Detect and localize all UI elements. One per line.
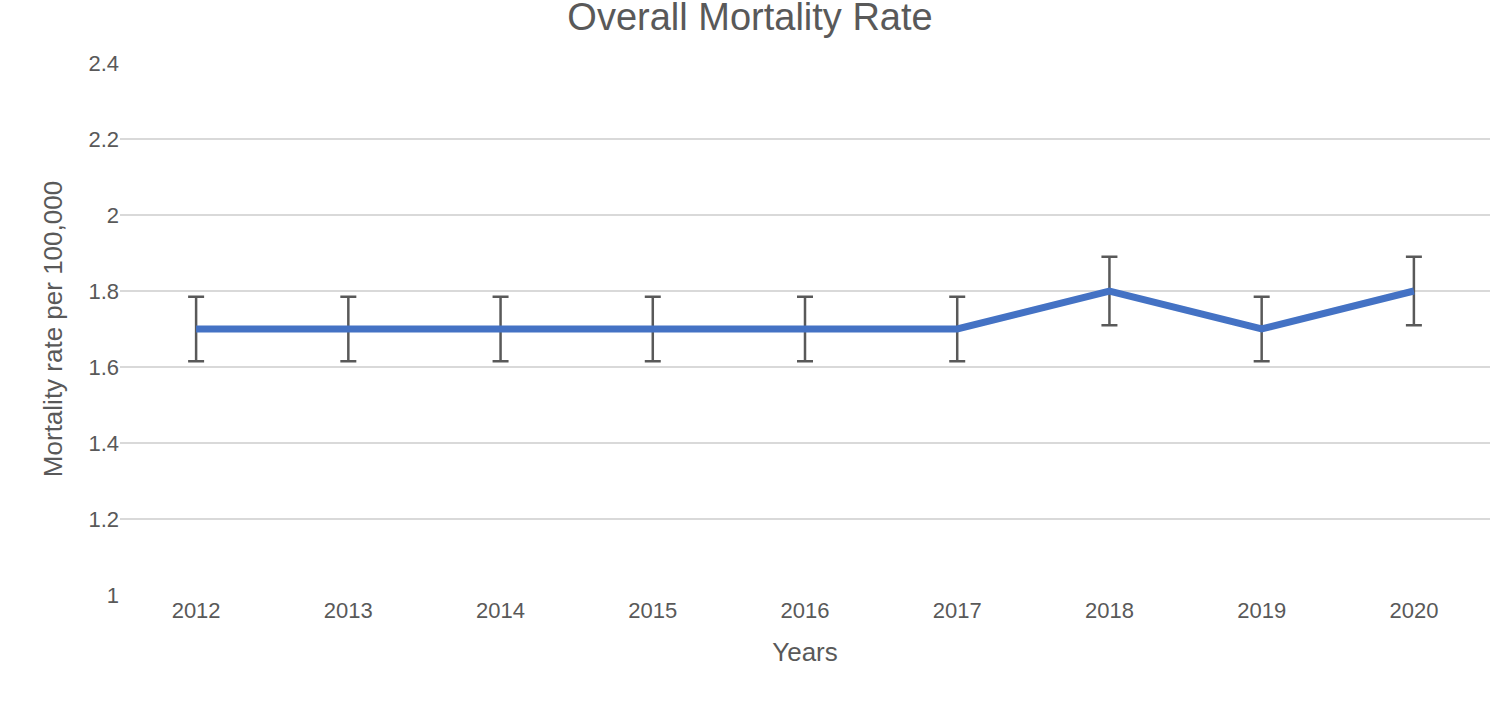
svg-text:2016: 2016 [781, 598, 830, 623]
svg-text:2.4: 2.4 [88, 51, 119, 76]
svg-text:2020: 2020 [1389, 598, 1438, 623]
svg-text:2019: 2019 [1237, 598, 1286, 623]
svg-text:2.2: 2.2 [88, 127, 119, 152]
svg-text:2014: 2014 [476, 598, 525, 623]
svg-text:Years: Years [772, 637, 838, 667]
svg-text:2012: 2012 [172, 598, 221, 623]
svg-text:1.8: 1.8 [88, 279, 119, 304]
svg-text:Overall Mortality Rate: Overall Mortality Rate [567, 0, 932, 38]
svg-text:Mortality rate per 100,000: Mortality rate per 100,000 [38, 181, 68, 477]
svg-text:2017: 2017 [933, 598, 982, 623]
svg-text:1: 1 [107, 583, 119, 608]
svg-text:2: 2 [107, 203, 119, 228]
svg-text:1.4: 1.4 [88, 431, 119, 456]
svg-text:2013: 2013 [324, 598, 373, 623]
svg-text:1.6: 1.6 [88, 355, 119, 380]
svg-text:2018: 2018 [1085, 598, 1134, 623]
svg-text:1.2: 1.2 [88, 507, 119, 532]
svg-text:2015: 2015 [628, 598, 677, 623]
